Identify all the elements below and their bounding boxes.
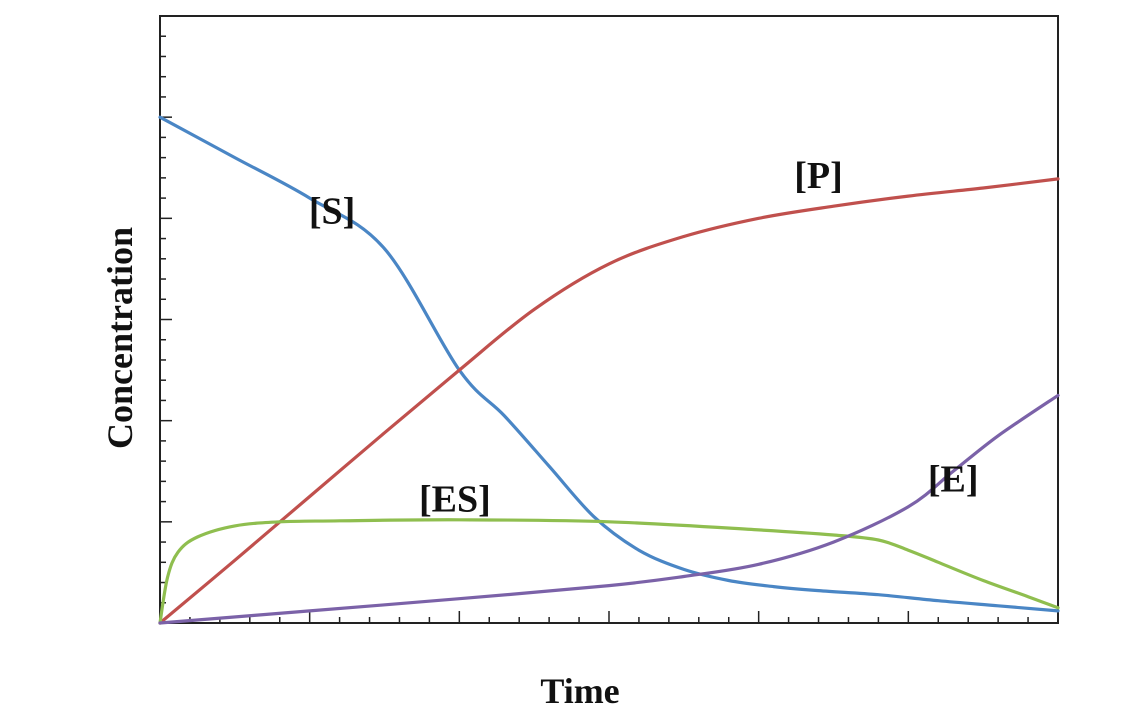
curve-label-e: [E] [928,458,979,500]
axis-ticks [159,15,1059,624]
series-line-e [158,393,1060,625]
y-axis-title: Concentration [100,227,140,449]
curve-labels: [S] [P] [ES] [E] [309,155,979,521]
series-line-es [158,518,1060,625]
series-line-p [158,177,1060,625]
curve-label-s: [S] [309,190,355,232]
series-line-s [158,115,1060,613]
curve-label-p: [P] [794,155,843,197]
curve-label-es: [ES] [419,479,491,521]
plot-frame [159,15,1059,624]
x-axis-title: Time [540,671,619,708]
data-series [158,115,1060,625]
